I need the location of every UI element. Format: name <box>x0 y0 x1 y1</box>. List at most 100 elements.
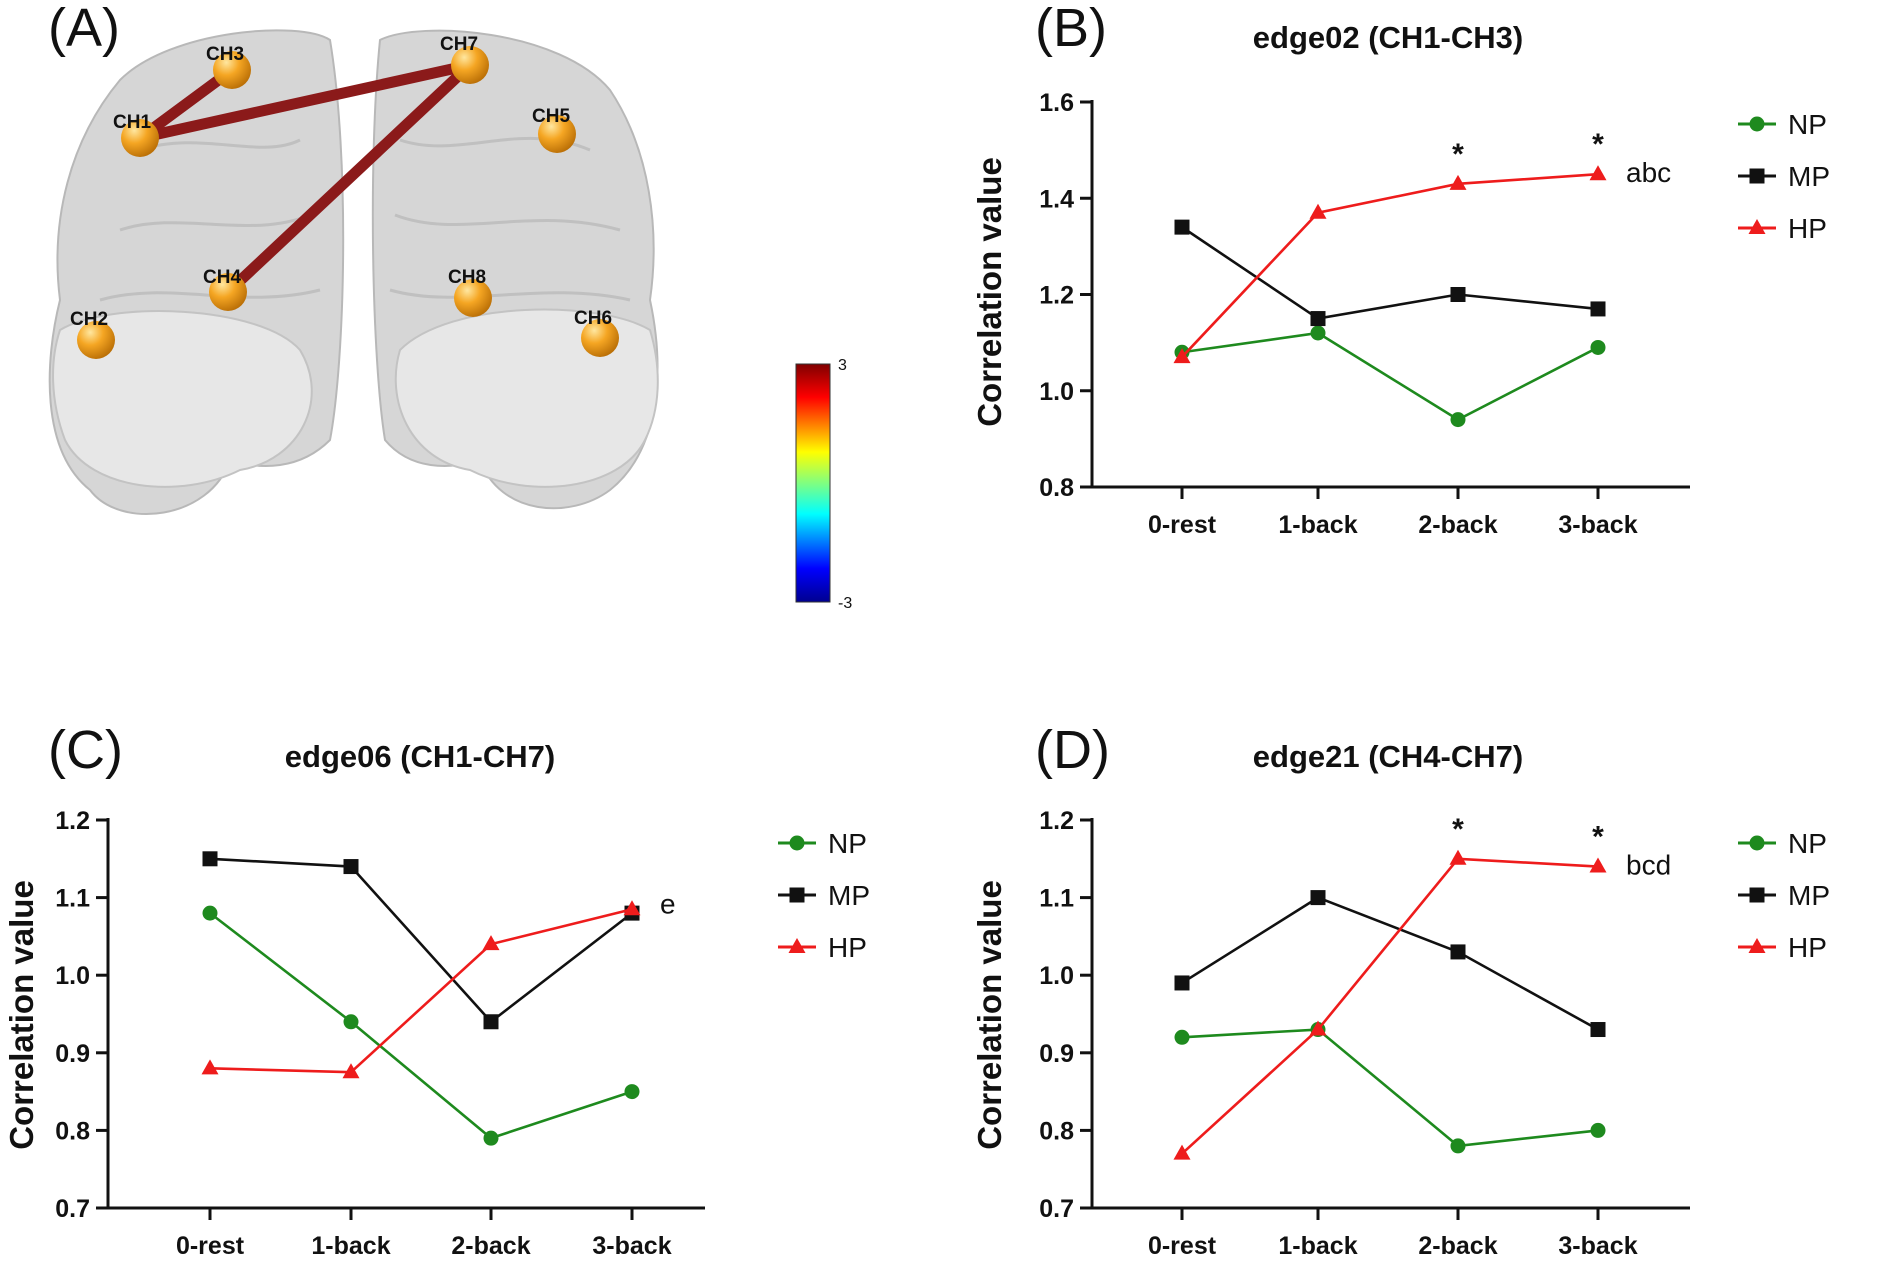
y-tick-label: 1.1 <box>1039 885 1074 913</box>
node-label-ch8: CH8 <box>448 267 486 288</box>
data-point-mp <box>343 859 359 875</box>
y-tick-label: 0.8 <box>1039 1117 1074 1145</box>
x-tick-label: 0-rest <box>1148 1232 1217 1260</box>
x-tick-label: 2-back <box>1418 511 1497 539</box>
data-point-np <box>483 1130 499 1146</box>
node-label-ch2: CH2 <box>70 309 108 330</box>
y-tick-label: 1.1 <box>55 885 90 913</box>
edge-ch1-ch3 <box>134 64 238 144</box>
x-tick-label: 3-back <box>1558 1232 1637 1260</box>
data-point-hp <box>1173 348 1191 364</box>
data-point-hp <box>1309 203 1327 219</box>
legend-marker-mp <box>789 887 805 903</box>
data-point-hp <box>201 1059 219 1075</box>
x-tick-label: 3-back <box>1558 511 1637 539</box>
series-line-hp <box>1181 172 1599 358</box>
edge-ch1-ch7 <box>134 59 476 144</box>
y-tick-label: 0.7 <box>55 1195 90 1223</box>
significance-star: * <box>1592 128 1604 161</box>
y-axis-label: Correlation value <box>971 880 1008 1150</box>
group-annotation: abc <box>1626 157 1671 188</box>
data-point-np <box>624 1084 640 1100</box>
node-ch1 <box>121 119 159 157</box>
x-tick-label: 2-back <box>1418 1232 1497 1260</box>
chart-title: edge21 (CH4-CH7) <box>1253 739 1523 774</box>
y-axis-label: Correlation value <box>3 880 40 1150</box>
network-edges <box>134 59 476 298</box>
panel-letter-a: (A) <box>48 0 120 58</box>
y-tick-label: 1.2 <box>1039 282 1074 310</box>
colorbar-max-label: 3 <box>838 357 847 374</box>
series-line-hp <box>209 907 633 1074</box>
x-tick-label: 1-back <box>1278 511 1357 539</box>
node-ch4 <box>209 273 247 311</box>
y-tick-label: 0.9 <box>1039 1040 1074 1068</box>
data-point-hp <box>482 935 500 951</box>
legend-marker-hp <box>1748 219 1766 234</box>
node-ch7 <box>451 46 489 84</box>
y-tick-label: 1.6 <box>1039 89 1074 117</box>
y-tick-label: 0.8 <box>55 1117 90 1145</box>
legend-label-mp: MP <box>1788 161 1830 192</box>
data-point-mp <box>1310 311 1326 327</box>
node-ch5 <box>538 115 576 153</box>
significance-star: * <box>1452 813 1464 846</box>
series-line-mp <box>209 857 633 1024</box>
chart-title: edge02 (CH1-CH3) <box>1253 20 1523 55</box>
data-point-np <box>1450 1138 1466 1154</box>
y-tick-label: 0.8 <box>1039 474 1074 502</box>
x-tick-label: 3-back <box>592 1232 671 1260</box>
legend-label-hp: HP <box>1788 932 1827 963</box>
data-point-np <box>1450 412 1466 428</box>
legend-label-mp: MP <box>828 880 870 911</box>
y-tick-label: 1.0 <box>55 962 90 990</box>
data-point-hp <box>623 900 641 916</box>
series-line-hp <box>1181 857 1599 1155</box>
data-point-hp <box>1449 174 1467 190</box>
data-point-np <box>202 905 218 921</box>
significance-star: * <box>1452 138 1464 171</box>
x-tick-label: 1-back <box>1278 1232 1357 1260</box>
data-point-mp <box>1174 219 1190 235</box>
legend-marker-hp <box>788 938 806 953</box>
chart-panel-c: (C) edge06 (CH1-CH7) Correlation value 0… <box>3 720 870 1260</box>
node-label-ch4: CH4 <box>203 267 241 288</box>
brain-illustration <box>48 29 659 515</box>
legend-label-np: NP <box>1788 109 1827 140</box>
node-label-ch3: CH3 <box>206 44 244 65</box>
legend-marker-np <box>1749 116 1765 132</box>
series-line-np <box>1181 1028 1599 1148</box>
legend-label-np: NP <box>1788 828 1827 859</box>
data-point-mp <box>1590 1022 1606 1038</box>
chart-panel-d: (D) edge21 (CH4-CH7) Correlation value 0… <box>971 720 1830 1260</box>
data-point-mp <box>1450 944 1466 960</box>
legend-label-hp: HP <box>828 932 867 963</box>
legend-label-np: NP <box>828 828 867 859</box>
data-point-hp <box>1309 1020 1327 1036</box>
data-point-np <box>1590 1122 1606 1138</box>
legend-marker-hp <box>1748 938 1766 953</box>
node-label-ch1: CH1 <box>113 112 151 133</box>
data-point-hp <box>1173 1144 1191 1160</box>
legend-marker-np <box>1749 835 1765 851</box>
panel-letter-c: (C) <box>48 720 123 780</box>
legend-label-mp: MP <box>1788 880 1830 911</box>
data-point-mp <box>1310 890 1326 906</box>
data-point-np <box>343 1014 359 1030</box>
y-tick-label: 1.0 <box>1039 378 1074 406</box>
panel-letter-d: (D) <box>1035 720 1110 780</box>
x-tick-label: 0-rest <box>176 1232 245 1260</box>
y-tick-label: 0.9 <box>55 1040 90 1068</box>
legend-marker-mp <box>1749 168 1765 184</box>
network-nodes: CH1 CH2 CH3 CH4 CH5 CH6 CH7 CH8 <box>70 34 619 359</box>
colorbar-min-label: -3 <box>838 595 852 612</box>
chart-panel-b: (B) edge02 (CH1-CH3) Correlation value 0… <box>971 0 1830 539</box>
x-tick-label: 1-back <box>311 1232 390 1260</box>
group-annotation: bcd <box>1626 850 1671 881</box>
data-point-hp <box>1589 857 1607 873</box>
data-point-mp <box>1450 287 1466 302</box>
legend-label-hp: HP <box>1788 213 1827 244</box>
edge-ch4-ch7 <box>222 59 476 298</box>
node-label-ch5: CH5 <box>532 106 570 127</box>
